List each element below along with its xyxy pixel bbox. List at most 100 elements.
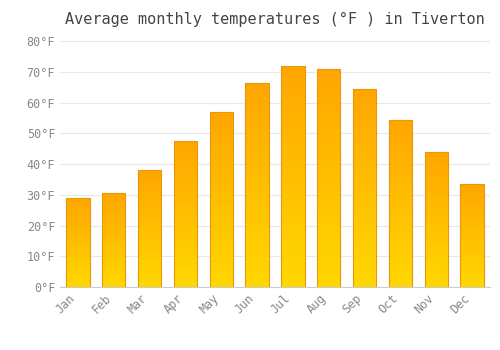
Bar	[138, 226, 161, 228]
Bar	[66, 198, 90, 287]
Bar	[424, 213, 448, 214]
Bar	[424, 237, 448, 238]
Bar	[460, 209, 483, 210]
Bar	[424, 278, 448, 279]
Bar	[460, 285, 483, 286]
Bar	[353, 166, 376, 168]
Bar	[317, 145, 340, 147]
Bar	[102, 266, 126, 267]
Bar	[282, 272, 304, 274]
Bar	[282, 212, 304, 214]
Bar	[353, 219, 376, 222]
Bar	[210, 273, 233, 275]
Bar	[424, 152, 448, 153]
Bar	[389, 255, 412, 257]
Bar	[138, 273, 161, 274]
Bar	[389, 270, 412, 272]
Bar	[246, 214, 268, 216]
Bar	[460, 239, 483, 240]
Bar	[424, 156, 448, 157]
Bar	[353, 138, 376, 140]
Bar	[460, 188, 483, 189]
Bar	[424, 232, 448, 233]
Bar	[424, 229, 448, 230]
Bar	[317, 121, 340, 123]
Bar	[246, 121, 268, 124]
Bar	[282, 260, 304, 262]
Bar	[460, 227, 483, 228]
Bar	[353, 89, 376, 287]
Bar	[317, 243, 340, 246]
Bar	[282, 165, 304, 168]
Bar	[389, 210, 412, 212]
Bar	[460, 271, 483, 272]
Bar	[317, 117, 340, 119]
Bar	[389, 282, 412, 284]
Bar	[353, 158, 376, 160]
Bar	[210, 248, 233, 250]
Bar	[138, 271, 161, 272]
Bar	[353, 214, 376, 216]
Bar	[353, 186, 376, 188]
Bar	[174, 240, 197, 242]
Bar	[210, 228, 233, 229]
Bar	[389, 264, 412, 265]
Bar	[353, 152, 376, 154]
Bar	[389, 128, 412, 130]
Bar	[389, 252, 412, 253]
Bar	[174, 255, 197, 256]
Bar	[389, 130, 412, 131]
Bar	[246, 246, 268, 248]
Bar	[424, 267, 448, 268]
Bar	[424, 218, 448, 219]
Bar	[66, 230, 90, 231]
Bar	[210, 252, 233, 254]
Bar	[102, 282, 126, 283]
Bar	[389, 161, 412, 163]
Bar	[246, 262, 268, 265]
Bar	[460, 205, 483, 206]
Bar	[460, 208, 483, 209]
Bar	[317, 97, 340, 99]
Bar	[210, 159, 233, 161]
Bar	[424, 261, 448, 262]
Bar	[246, 130, 268, 132]
Bar	[353, 91, 376, 93]
Bar	[389, 176, 412, 178]
Bar	[138, 264, 161, 265]
Bar	[174, 204, 197, 205]
Bar	[460, 189, 483, 190]
Bar	[210, 238, 233, 240]
Bar	[460, 284, 483, 285]
Bar	[389, 187, 412, 188]
Bar	[282, 66, 304, 287]
Bar	[246, 234, 268, 236]
Bar	[282, 119, 304, 121]
Bar	[282, 134, 304, 136]
Bar	[210, 245, 233, 247]
Bar	[246, 267, 268, 268]
Bar	[282, 103, 304, 106]
Bar	[174, 270, 197, 271]
Bar	[424, 230, 448, 232]
Bar	[389, 275, 412, 277]
Bar	[317, 102, 340, 104]
Bar	[246, 83, 268, 85]
Bar	[174, 167, 197, 169]
Bar	[353, 148, 376, 150]
Bar	[246, 168, 268, 170]
Bar	[246, 205, 268, 207]
Bar	[353, 281, 376, 283]
Bar	[424, 257, 448, 259]
Bar	[66, 213, 90, 214]
Bar	[317, 178, 340, 180]
Bar	[138, 233, 161, 235]
Bar	[174, 232, 197, 233]
Bar	[317, 202, 340, 204]
Bar	[353, 218, 376, 219]
Bar	[424, 256, 448, 257]
Bar	[424, 270, 448, 271]
Bar	[174, 150, 197, 151]
Bar	[389, 197, 412, 198]
Bar	[460, 258, 483, 259]
